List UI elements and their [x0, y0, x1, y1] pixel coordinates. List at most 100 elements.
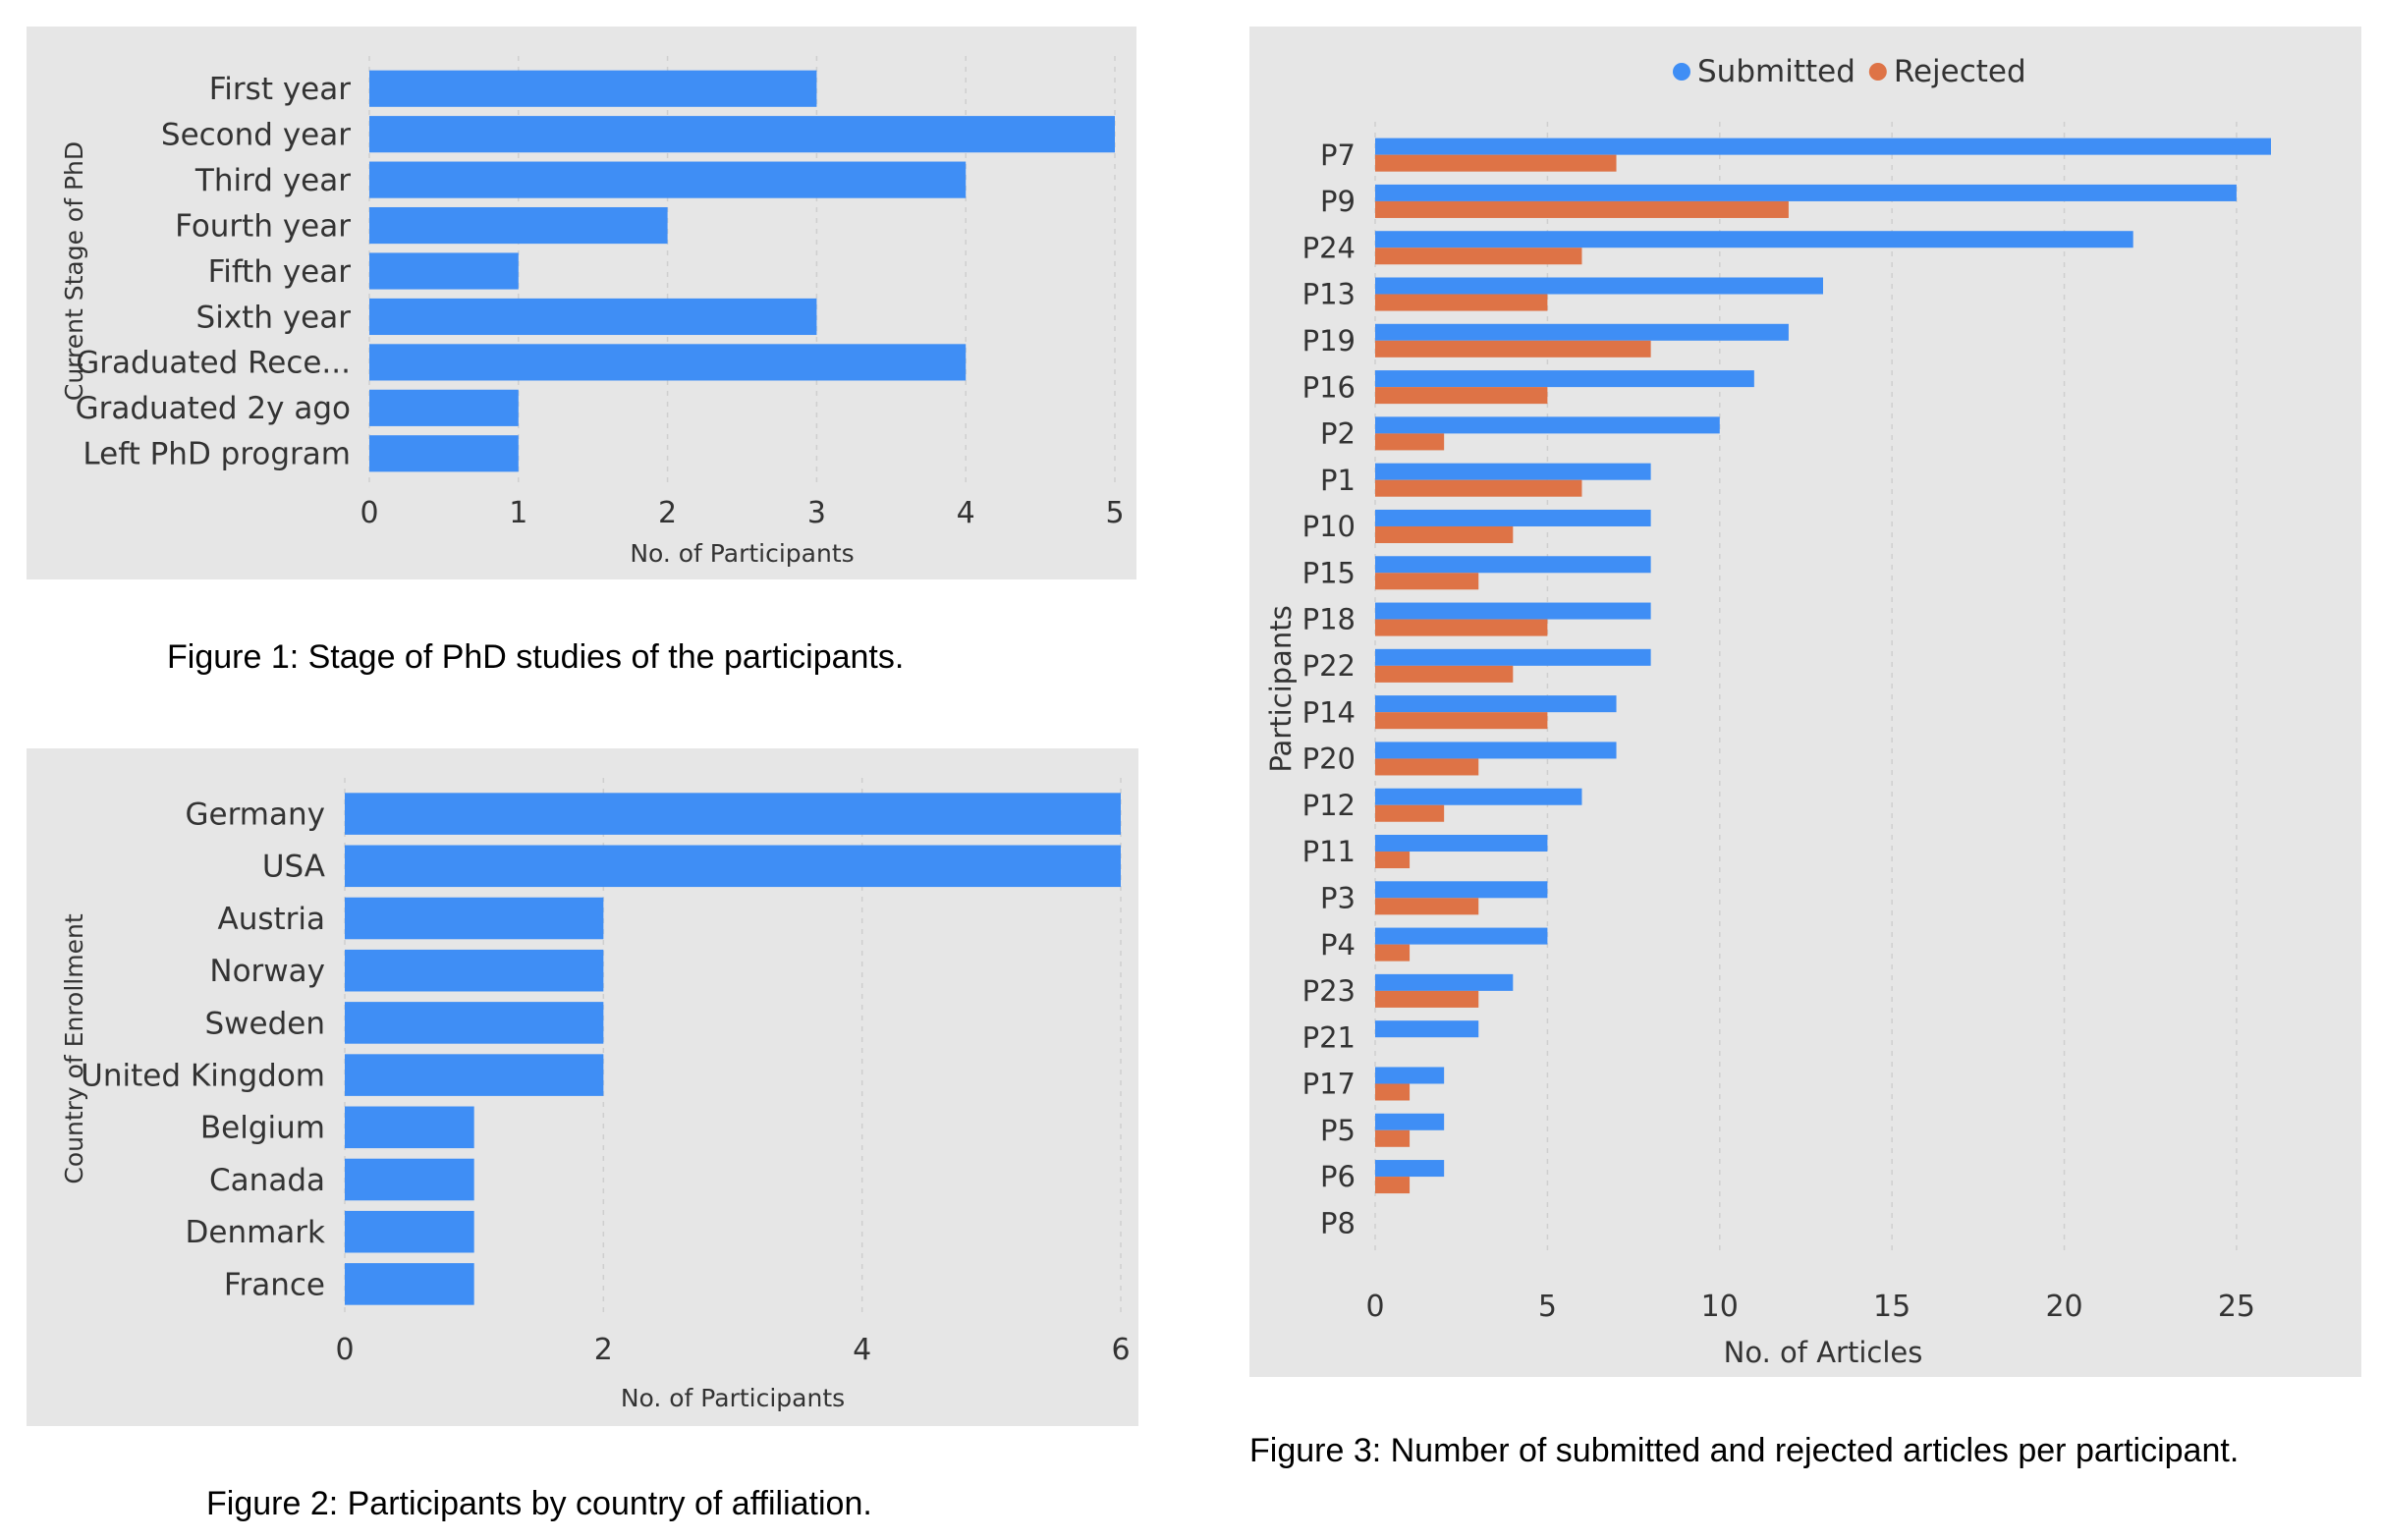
bar-rejected: [1375, 1129, 1411, 1147]
bar-submitted: [1375, 556, 1651, 574]
bar-submitted: [1375, 695, 1617, 713]
bar-submitted: [1375, 1160, 1445, 1178]
x-axis-title: No. of Participants: [630, 539, 854, 568]
bar-submitted: [1375, 1067, 1445, 1084]
bar-rejected: [1375, 665, 1514, 683]
bar: [345, 1106, 474, 1149]
category-label: Second year: [161, 118, 351, 153]
category-label: Sweden: [204, 1006, 325, 1041]
x-tick-label: 0: [360, 496, 378, 530]
bar: [345, 897, 604, 940]
y-axis-title: Country of Enrollment: [60, 913, 88, 1183]
x-axis-title: No. of Articles: [1724, 1336, 1923, 1369]
bar-rejected: [1375, 758, 1479, 776]
bar: [345, 845, 1121, 888]
bar-submitted: [1375, 834, 1548, 852]
bar: [345, 1054, 604, 1096]
category-label: P15: [1302, 556, 1356, 589]
category-label: P19: [1302, 324, 1356, 358]
y-axis-title: Participants: [1264, 605, 1298, 772]
category-label: P18: [1302, 603, 1356, 636]
x-tick-label: 3: [807, 496, 826, 530]
bar-rejected: [1375, 294, 1548, 311]
category-label: P12: [1302, 789, 1356, 822]
bar-rejected: [1375, 898, 1479, 915]
x-tick-label: 1: [509, 496, 527, 530]
bar-rejected: [1375, 1177, 1411, 1194]
bar-submitted: [1375, 138, 2271, 155]
figure-3-panel: 0 5 10 15 20 25 P7 P9 P24 P13 P19 P16 P2 P1 P10 P15 P18 P…: [1249, 27, 2361, 1377]
bar: [369, 116, 1115, 153]
x-tick-label: 4: [957, 496, 975, 530]
bar-rejected: [1375, 990, 1479, 1008]
figure-1-chart: 0 1 2 3 4 5 First year Second year Third year Fou…: [60, 56, 1125, 568]
x-tick-label: 6: [1111, 1333, 1130, 1367]
figure-2-caption: Figure 2: Participants by country of aff…: [206, 1485, 872, 1522]
category-label: P20: [1302, 742, 1356, 776]
bar-submitted: [1375, 463, 1651, 480]
bar: [369, 344, 967, 381]
category-label: Third year: [194, 163, 351, 198]
x-tick-label: 2: [658, 496, 677, 530]
bar-rejected: [1375, 852, 1411, 869]
bar: [369, 298, 817, 336]
category-label: P9: [1320, 185, 1356, 218]
bar-rejected: [1375, 944, 1411, 962]
x-tick-label: 0: [335, 1333, 354, 1367]
bar: [369, 252, 519, 290]
bar-rejected: [1375, 525, 1514, 544]
x-tick-label: 5: [1538, 1290, 1557, 1324]
figure-3-caption: Figure 3: Number of submitted and reject…: [1249, 1432, 2240, 1469]
category-label: P6: [1320, 1160, 1356, 1193]
category-label: Germany: [186, 797, 325, 832]
bar-submitted: [1375, 973, 1514, 991]
bar-rejected: [1375, 200, 1789, 218]
category-label: P10: [1302, 510, 1356, 543]
category-label: P4: [1320, 928, 1356, 962]
figure-2-chart: 0 2 4 6 Germany USA Austria Norway Sweden United …: [60, 778, 1131, 1412]
figure-3-chart: 0 5 10 15 20 25P7P9P24P13P19P16P2P1P10P15P18P…: [1264, 54, 2271, 1369]
bar: [369, 389, 519, 426]
bar: [345, 949, 604, 992]
category-label: United Kingdom: [81, 1058, 325, 1093]
bar-submitted: [1375, 184, 2237, 201]
bar-submitted: [1375, 416, 1720, 434]
bar: [345, 1263, 474, 1305]
category-label: Norway: [209, 954, 325, 989]
category-label: P7: [1320, 138, 1356, 172]
x-tick-label: 2: [594, 1333, 613, 1367]
category-label: P2: [1320, 417, 1356, 451]
category-label: P13: [1302, 278, 1356, 311]
category-label: Austria: [217, 902, 325, 937]
category-label: Belgium: [200, 1111, 325, 1146]
figure-1-panel: 0 1 2 3 4 5 First year Second year Third year Fou…: [27, 27, 1136, 579]
bar-rejected: [1375, 573, 1479, 590]
bar-rejected: [1375, 433, 1445, 451]
bar: [369, 70, 817, 107]
bar: [369, 435, 519, 472]
bar-rejected: [1375, 619, 1548, 636]
category-label: First year: [209, 72, 352, 107]
bar-rejected: [1375, 1083, 1411, 1101]
category-label: P5: [1320, 1114, 1356, 1147]
bar: [345, 1158, 474, 1201]
category-label: P22: [1302, 649, 1356, 683]
x-axis-title: No. of Participants: [621, 1384, 845, 1412]
category-label: Fifth year: [208, 254, 352, 290]
x-tick-label: 25: [2218, 1290, 2255, 1324]
bar-rejected: [1375, 712, 1548, 730]
category-label: France: [224, 1267, 325, 1302]
bar-submitted: [1375, 1020, 1479, 1038]
category-label: Left PhD program: [83, 437, 351, 472]
category-label: P24: [1302, 231, 1356, 264]
bar-submitted: [1375, 602, 1651, 620]
category-label: Sixth year: [196, 300, 352, 335]
y-axis-title: Current Stage of PhD: [60, 141, 88, 401]
bar: [345, 1210, 474, 1253]
bar: [369, 206, 668, 245]
bar: [369, 161, 967, 198]
bar-submitted: [1375, 742, 1617, 759]
x-tick-label: 15: [1873, 1290, 1910, 1324]
category-label: Graduated Rece...: [76, 346, 351, 381]
bar: [345, 793, 1121, 835]
